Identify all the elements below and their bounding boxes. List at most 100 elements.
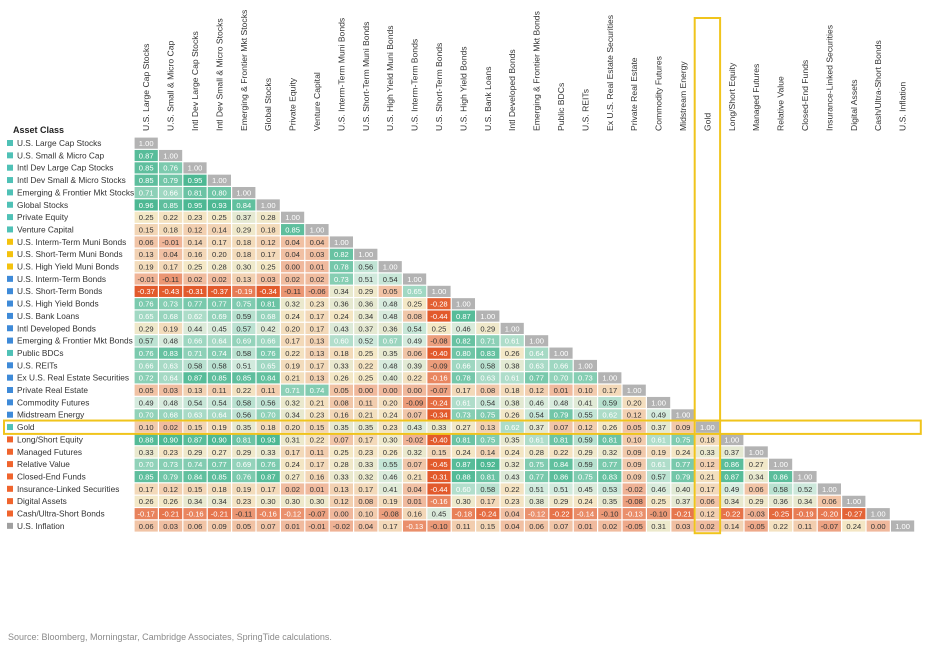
cell-value: 0.33 xyxy=(261,448,276,457)
heatmap-cell xyxy=(354,248,378,260)
cell-value: 0.18 xyxy=(236,238,251,247)
heatmap-cell xyxy=(256,446,280,458)
heatmap-cell xyxy=(305,285,329,297)
cell-value: 0.12 xyxy=(334,497,349,506)
cell-value: 0.90 xyxy=(212,435,227,444)
column-header: Public BDCs xyxy=(556,83,566,131)
heatmap-cell xyxy=(305,273,329,285)
cell-value: 0.77 xyxy=(602,460,617,469)
heatmap-cell xyxy=(207,471,231,483)
column-header: Intl Dev Large Cap Stocks xyxy=(190,31,200,131)
cell-value: 0.75 xyxy=(480,411,495,420)
heatmap-cell xyxy=(500,508,524,520)
cells: 1.00 0.87 1.00 0.85 0.76 1.00 0.85 0.79 0.95 1.00… xyxy=(134,137,915,532)
heatmap-cell xyxy=(427,434,451,446)
row-label: U.S. Short-Term Bonds xyxy=(17,286,102,296)
cell-value: 0.06 xyxy=(188,522,203,531)
cell-value: -0.37 xyxy=(138,287,155,296)
column-header: U.S. Inflation xyxy=(898,82,908,131)
cell-value: 0.61 xyxy=(456,398,471,407)
cell-value: 0.54 xyxy=(407,324,422,333)
cell-value: 0.77 xyxy=(529,374,544,383)
cell-value: 0.69 xyxy=(212,312,227,321)
cell-value: 0.32 xyxy=(358,472,373,481)
heatmap-cell xyxy=(378,347,402,359)
cell-value: 0.14 xyxy=(480,448,495,457)
cell-value: 0.10 xyxy=(139,423,154,432)
column-header: Managed Futures xyxy=(751,64,761,131)
heatmap-cell xyxy=(500,347,524,359)
heatmap-cell xyxy=(232,187,256,199)
heatmap-cell xyxy=(598,396,622,409)
column-header: Cash/Ultra-Short Bonds xyxy=(873,40,883,131)
heatmap-cell xyxy=(281,248,305,260)
cell-value: 0.30 xyxy=(285,497,300,506)
cell-value: 0.76 xyxy=(236,472,251,481)
cell-value: 0.59 xyxy=(578,435,593,444)
heatmap-cell xyxy=(134,359,158,372)
cell-value: 0.42 xyxy=(261,324,276,333)
cell-value: 0.74 xyxy=(212,349,227,358)
heatmap-cell xyxy=(256,199,280,211)
heatmap-cell xyxy=(134,187,158,199)
cell-value: 0.81 xyxy=(480,472,495,481)
heatmap-cell xyxy=(134,174,158,186)
heatmap-cell xyxy=(134,137,158,149)
heatmap-cell xyxy=(354,483,378,495)
category-marker xyxy=(7,510,13,517)
column-header: Digital Assets xyxy=(849,79,859,131)
cell-value: 0.82 xyxy=(456,337,471,346)
heatmap-cell xyxy=(622,396,646,409)
heatmap-cell xyxy=(134,409,158,421)
cell-value: 0.36 xyxy=(383,324,398,333)
heatmap-cell xyxy=(695,458,719,470)
cell-value: 0.17 xyxy=(456,386,471,395)
heatmap-cell xyxy=(232,520,256,532)
cell-value: 0.22 xyxy=(163,213,178,222)
heatmap-cell xyxy=(500,495,524,507)
cell-value: 0.06 xyxy=(407,349,422,358)
heatmap-cell xyxy=(720,508,744,520)
heatmap-cell xyxy=(207,224,231,236)
heatmap-cell xyxy=(183,187,207,199)
heatmap-cell xyxy=(427,384,451,396)
heatmap-cell xyxy=(403,396,427,409)
category-marker xyxy=(7,238,13,245)
cell-value: 0.33 xyxy=(358,460,373,469)
heatmap-cell xyxy=(500,396,524,409)
heatmap-cell xyxy=(281,273,305,285)
heatmap-cell xyxy=(232,495,256,507)
heatmap-cell xyxy=(476,508,500,520)
heatmap-cell xyxy=(671,520,695,532)
cell-value: 0.36 xyxy=(334,300,349,309)
heatmap-cell xyxy=(866,508,890,520)
heatmap-cell xyxy=(549,495,573,507)
heatmap-cell xyxy=(622,520,646,532)
cell-value: 0.23 xyxy=(383,423,398,432)
cell-value: 0.13 xyxy=(334,485,349,494)
heatmap-cell xyxy=(159,483,183,495)
cell-value: 0.21 xyxy=(310,398,325,407)
category-marker xyxy=(7,140,13,146)
cell-value: 0.35 xyxy=(602,497,617,506)
heatmap-cell xyxy=(354,471,378,483)
cell-value: 0.61 xyxy=(505,337,520,346)
heatmap-cell xyxy=(207,236,231,248)
cell-value: 0.07 xyxy=(334,435,349,444)
cell-value: 1.00 xyxy=(749,448,764,457)
row-label: U.S. Inflation xyxy=(17,521,65,531)
heatmap-cell xyxy=(427,347,451,359)
heatmap-cell xyxy=(134,434,158,446)
heatmap-cell xyxy=(207,347,231,359)
heatmap-cell xyxy=(207,273,231,285)
cell-value: 0.86 xyxy=(554,472,569,481)
heatmap-cell xyxy=(159,162,183,174)
cell-value: 0.74 xyxy=(310,386,325,395)
source-note: Source: Bloomberg, Morningstar, Cambridg… xyxy=(8,632,332,642)
row-label: Relative Value xyxy=(17,459,70,469)
cell-value: -0.02 xyxy=(333,522,350,531)
cell-value: 0.34 xyxy=(285,411,300,420)
cell-value: 0.71 xyxy=(188,349,203,358)
heatmap-cell xyxy=(769,471,793,483)
